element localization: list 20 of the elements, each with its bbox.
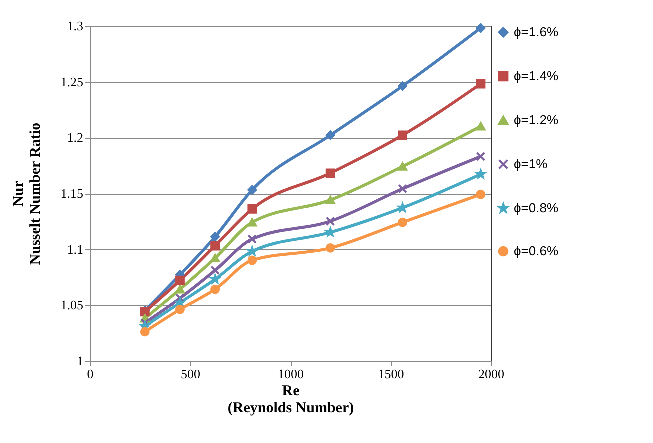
x-tick-label: 2000	[478, 366, 504, 382]
legend-label: ϕ=1.6%	[514, 24, 559, 40]
legend-label: ϕ=1%	[514, 156, 548, 172]
y-tick-label: 1.1	[67, 242, 84, 257]
y-tick-label: 1	[77, 354, 84, 368]
x-tick-label: 500	[181, 366, 200, 382]
x-tick-label: 1000	[278, 366, 304, 382]
y-tick-label: 1.15	[60, 186, 84, 201]
x-tick-label: 0	[87, 366, 94, 382]
y-tick-label: 1.3	[67, 18, 84, 34]
y-axis-title: Nur Nusselt Number Ratio	[10, 122, 44, 266]
legend-label: ϕ=1.4%	[514, 68, 559, 84]
y-tick-label: 1.05	[60, 298, 84, 313]
x-tick-label: 1500	[378, 366, 404, 382]
y-tick-label: 1.2	[67, 130, 84, 146]
legend-label: ϕ=0.8%	[514, 200, 559, 216]
legend-label: ϕ=0.6%	[514, 244, 559, 258]
legend-label: ϕ=1.2%	[514, 112, 559, 128]
y-tick-label: 1.25	[60, 74, 84, 90]
x-axis-title: Re (Reynolds Number)	[228, 384, 354, 416]
